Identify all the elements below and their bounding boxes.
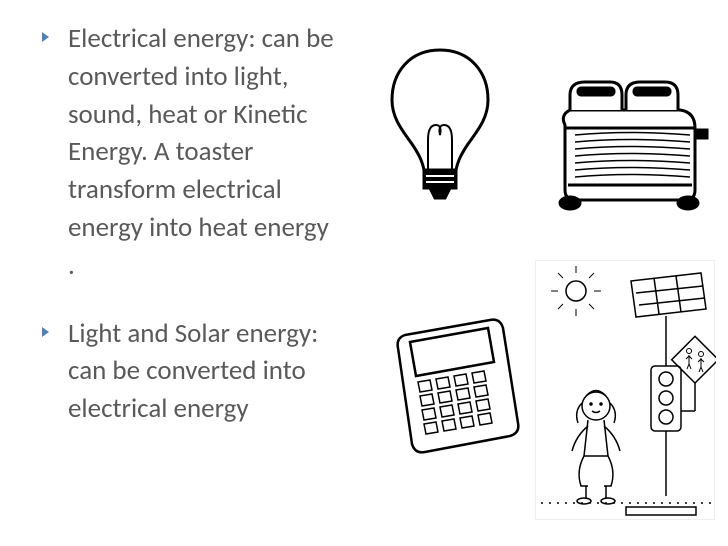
- bullet-marker-icon: [40, 324, 60, 344]
- lightbulb-icon: [370, 40, 510, 220]
- bullet-text: Light and Solar energy: can be converted…: [68, 315, 340, 428]
- bullet-marker-icon: [40, 29, 60, 49]
- list-item: Light and Solar energy: can be converted…: [40, 315, 340, 428]
- list-item: Electrical energy: can be converted into…: [40, 20, 340, 285]
- bullet-list: Electrical energy: can be converted into…: [40, 20, 340, 458]
- bullet-text: Electrical energy: can be converted into…: [68, 20, 340, 285]
- toaster-icon: [540, 70, 715, 220]
- illustrations-area: [350, 30, 720, 530]
- solar-scene-icon: [535, 260, 715, 520]
- calculator-icon: [370, 310, 525, 465]
